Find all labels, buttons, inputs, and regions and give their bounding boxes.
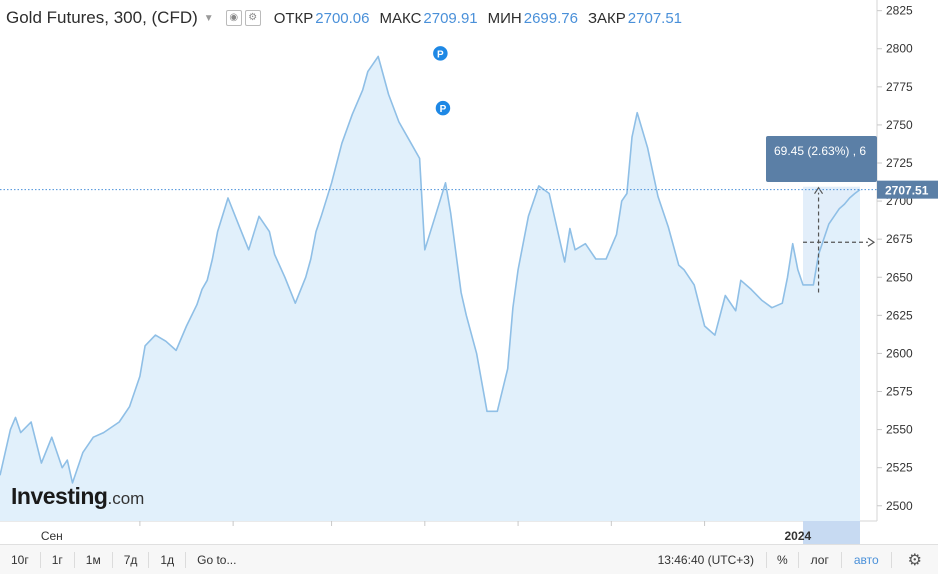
gear-icon[interactable]: ⚙	[244, 10, 261, 26]
timeframe-1y[interactable]: 1г	[41, 551, 75, 568]
open-label: ОТКР	[273, 9, 314, 27]
price-chart[interactable]: 2500252525502575260026252650267527002725…	[0, 0, 938, 544]
eye-icon[interactable]: ◉	[225, 10, 242, 26]
y-tick-label: 2675	[886, 232, 913, 246]
timeframe-1d[interactable]: 1д	[149, 551, 187, 568]
series-line	[0, 55, 861, 484]
y-tick-label: 2775	[886, 80, 913, 94]
y-tick-label: 2500	[886, 499, 913, 513]
measure-range-x-band	[803, 521, 860, 544]
open-value: 2700.06	[315, 9, 370, 27]
event-marker-label: P	[437, 49, 444, 60]
event-marker[interactable]	[434, 99, 452, 117]
last-price-tag	[877, 180, 938, 199]
auto-toggle[interactable]: авто	[842, 551, 892, 568]
measure-horizontal-arrowhead	[867, 237, 876, 247]
logo-main: Investing	[11, 483, 108, 509]
percent-toggle[interactable]: %	[767, 551, 799, 568]
high-value: 2709.91	[423, 9, 478, 27]
x-tick-label: 2024	[784, 529, 811, 543]
y-tick-label: 2600	[886, 346, 913, 360]
goto-button[interactable]: Go to...	[197, 552, 237, 567]
logo-suffix: .com	[107, 489, 145, 508]
y-tick-label: 2800	[886, 42, 913, 56]
chart-legend: Gold Futures, 300, (CFD) ▼ ◉ ⚙ ОТКР 2700.…	[6, 7, 682, 29]
y-tick-label: 2825	[886, 4, 913, 18]
event-marker[interactable]	[431, 44, 450, 63]
timeframe-1m[interactable]: 1м	[75, 551, 113, 568]
clock: 13:46:40 (UTC+3)	[646, 551, 767, 568]
y-axis-panel[interactable]	[877, 0, 938, 544]
low-label: МИН	[487, 9, 522, 27]
settings-gear-icon[interactable]: ⚙	[907, 551, 922, 569]
chart-title[interactable]: Gold Futures, 300, (CFD)	[6, 8, 198, 27]
y-tick-label: 2650	[886, 270, 913, 284]
measure-vertical-arrowhead	[814, 186, 824, 195]
high-label: МАКС	[379, 9, 422, 27]
timeframe-7d[interactable]: 7д	[113, 551, 150, 568]
y-tick-label: 2750	[886, 118, 913, 132]
y-tick-label: 2575	[886, 385, 913, 399]
chevron-down-icon[interactable]: ▼	[203, 12, 214, 24]
investing-logo: Investing.com	[11, 483, 144, 510]
bottom-toolbar: 10г 1г 1м 7д 1д Go to... 13:46:40 (UTC+3…	[0, 544, 938, 574]
y-tick-label: 2550	[886, 423, 913, 437]
measure-tooltip-label: 69.45 (2.63%) , 6	[774, 144, 866, 158]
event-marker-label: P	[440, 104, 447, 115]
timeframe-10y[interactable]: 10г	[0, 551, 41, 568]
measure-tooltip	[766, 136, 877, 182]
y-tick-label: 2725	[886, 156, 913, 170]
low-value: 2699.76	[523, 9, 578, 27]
x-tick-label: Сен	[41, 529, 63, 543]
series-area	[0, 56, 860, 522]
last-price-tag-label: 2707.51	[885, 184, 929, 198]
close-value: 2707.51	[627, 9, 683, 27]
log-toggle[interactable]: лог	[799, 551, 842, 568]
close-label: ЗАКР	[587, 9, 626, 27]
y-tick-label: 2525	[886, 461, 913, 475]
y-tick-label: 2625	[886, 308, 913, 322]
